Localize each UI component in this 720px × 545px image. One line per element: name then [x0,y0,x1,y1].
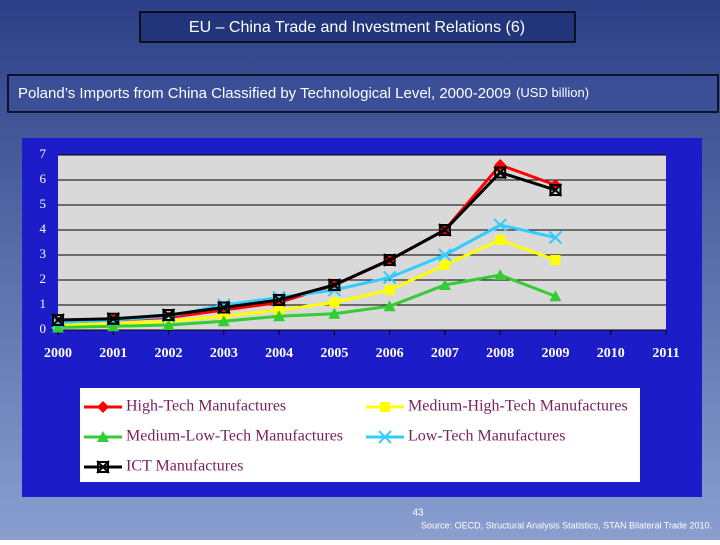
subtitle-box [7,74,719,113]
x-tick-label: 2006 [376,346,404,361]
marker [384,285,395,295]
marker [272,293,286,307]
marker [382,270,397,285]
y-tick-label: 5 [40,196,47,211]
marker [329,297,340,308]
marker [493,218,507,232]
marker [495,235,506,245]
marker [438,223,452,237]
legend-label: High-Tech Manufactures [126,398,286,415]
marker [97,431,109,442]
marker [107,320,120,332]
marker [217,315,230,327]
y-tick-label: 4 [40,221,47,236]
x-tick-label: 2001 [99,346,127,361]
marker [378,430,392,444]
page-number: 43 [412,508,424,519]
marker [106,312,120,326]
series-line [57,273,556,329]
marker [438,279,451,290]
plot-area [58,155,666,330]
marker [493,165,507,180]
legend-label: Medium-Low-Tech Manufactures [126,428,343,445]
marker [161,308,176,322]
marker [383,300,396,312]
marker [549,290,562,302]
marker [273,310,286,322]
marker [328,307,341,319]
series-line [57,238,556,327]
marker [217,300,231,315]
legend-label: ICT Manufactures [126,458,243,475]
x-tick-label: 2002 [155,346,183,361]
marker [327,278,342,292]
unit: (USD billion) [516,85,589,100]
x-tick-label: 2004 [265,346,293,361]
legend-label: Medium-High-Tech Manufactures [408,398,628,415]
x-tick-label: 2007 [431,346,459,361]
marker [439,260,450,270]
y-tick-label: 0 [40,321,47,336]
series-line [57,170,556,322]
x-tick-label: 2011 [652,346,679,361]
marker [52,321,64,333]
x-tick-label: 2010 [597,346,625,361]
marker [51,313,65,327]
marker [548,230,563,245]
subtitle: Poland’s Imports from China Classified b… [18,85,589,102]
y-tick-label: 7 [40,146,47,161]
legend-box [80,388,640,482]
marker [550,255,561,265]
x-tick-label: 2005 [320,346,348,361]
title-box [139,11,576,43]
x-tick-label: 2009 [541,346,569,361]
marker [162,319,175,330]
subtitle-text: Poland’s Imports from China Classified b… [18,85,511,102]
marker [438,248,452,262]
marker [274,305,285,315]
slide-title: EU – China Trade and Investment Relation… [189,19,525,36]
y-tick-label: 2 [40,271,47,286]
chart: 0 1 2 3 4 5 6 7 2000 2001 2002 2003 2004 2005 2006 2007… [40,146,680,475]
legend-label: Low-Tech Manufactures [408,428,565,445]
y-tick-label: 6 [40,171,47,186]
marker [548,183,563,197]
marker [96,460,110,474]
x-tick-label: 2000 [44,346,72,361]
y-tick-label: 1 [40,296,47,311]
x-tick-label: 2003 [210,346,238,361]
marker [380,402,390,412]
x-tick-label: 2008 [486,346,514,361]
marker [97,401,109,413]
marker [382,253,397,267]
source: Source: OECD, Structural Analysis Statis… [421,520,712,530]
marker [494,269,507,280]
y-tick-label: 3 [40,246,47,261]
